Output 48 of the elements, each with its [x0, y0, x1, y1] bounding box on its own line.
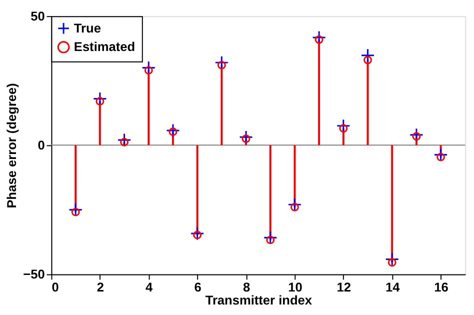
point	[120, 138, 129, 146]
point	[314, 35, 324, 44]
point	[360, 48, 375, 62]
point	[385, 252, 400, 266]
point	[214, 56, 229, 70]
point	[117, 133, 132, 147]
point	[290, 202, 299, 212]
point	[242, 134, 250, 143]
x-tick-label: 14	[385, 280, 401, 295]
point	[142, 60, 156, 75]
point	[312, 30, 326, 44]
point	[217, 60, 226, 70]
point	[339, 124, 348, 133]
point	[409, 128, 424, 142]
y-tick-label: 50	[30, 8, 45, 24]
x-axis-title: Transmitter index	[205, 292, 313, 308]
point	[263, 230, 278, 245]
point	[436, 152, 446, 162]
point	[388, 258, 396, 267]
x-tick-label: 8	[242, 280, 250, 295]
point	[434, 148, 448, 162]
x-tick-label: 16	[434, 280, 448, 295]
point	[193, 230, 202, 240]
point	[190, 226, 204, 240]
point	[96, 97, 104, 106]
point	[166, 123, 180, 138]
point	[364, 56, 372, 64]
x-tick-label: 0	[52, 280, 59, 295]
point	[239, 130, 253, 144]
legend-label: Estimated	[74, 39, 136, 54]
point	[168, 128, 178, 136]
point	[68, 202, 83, 217]
point	[144, 66, 153, 75]
x-tick-label: 10	[288, 280, 302, 295]
legend-label: True	[74, 20, 101, 36]
point	[266, 236, 275, 244]
x-tick-label: 6	[194, 280, 202, 295]
x-tick-label: 12	[336, 280, 352, 295]
y-tick-label: −50	[23, 266, 45, 282]
point	[71, 208, 80, 216]
point	[288, 198, 302, 212]
point	[92, 92, 107, 106]
y-axis-title: Phase error (degree)	[4, 83, 20, 208]
x-tick-label: 4	[146, 280, 154, 295]
x-tick-label: 2	[96, 280, 104, 295]
point	[412, 132, 421, 141]
point	[336, 118, 350, 133]
y-tick-label: 0	[38, 138, 45, 153]
